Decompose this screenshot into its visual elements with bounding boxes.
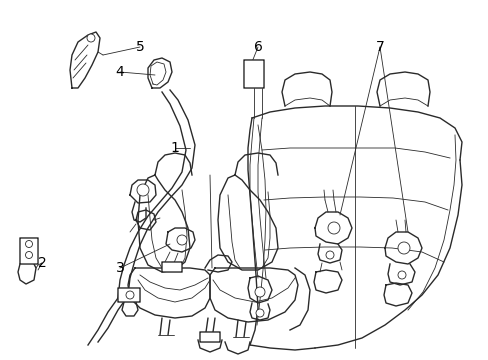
Circle shape — [25, 240, 32, 248]
Text: 5: 5 — [135, 40, 144, 54]
FancyBboxPatch shape — [20, 238, 38, 264]
Circle shape — [397, 271, 405, 279]
Circle shape — [87, 34, 95, 42]
Circle shape — [137, 184, 149, 196]
Text: 7: 7 — [375, 40, 384, 54]
Circle shape — [256, 309, 264, 317]
Circle shape — [325, 251, 333, 259]
FancyBboxPatch shape — [200, 332, 220, 342]
Circle shape — [397, 242, 409, 254]
FancyBboxPatch shape — [162, 262, 182, 272]
Text: 3: 3 — [115, 261, 124, 275]
Circle shape — [327, 222, 339, 234]
Circle shape — [254, 287, 264, 297]
FancyBboxPatch shape — [244, 60, 264, 88]
FancyBboxPatch shape — [118, 288, 140, 302]
Text: 1: 1 — [170, 141, 179, 155]
Circle shape — [126, 291, 134, 299]
Text: 6: 6 — [253, 40, 262, 54]
Text: 2: 2 — [38, 256, 46, 270]
Text: 4: 4 — [115, 65, 124, 79]
Circle shape — [25, 252, 32, 258]
Circle shape — [177, 235, 186, 245]
